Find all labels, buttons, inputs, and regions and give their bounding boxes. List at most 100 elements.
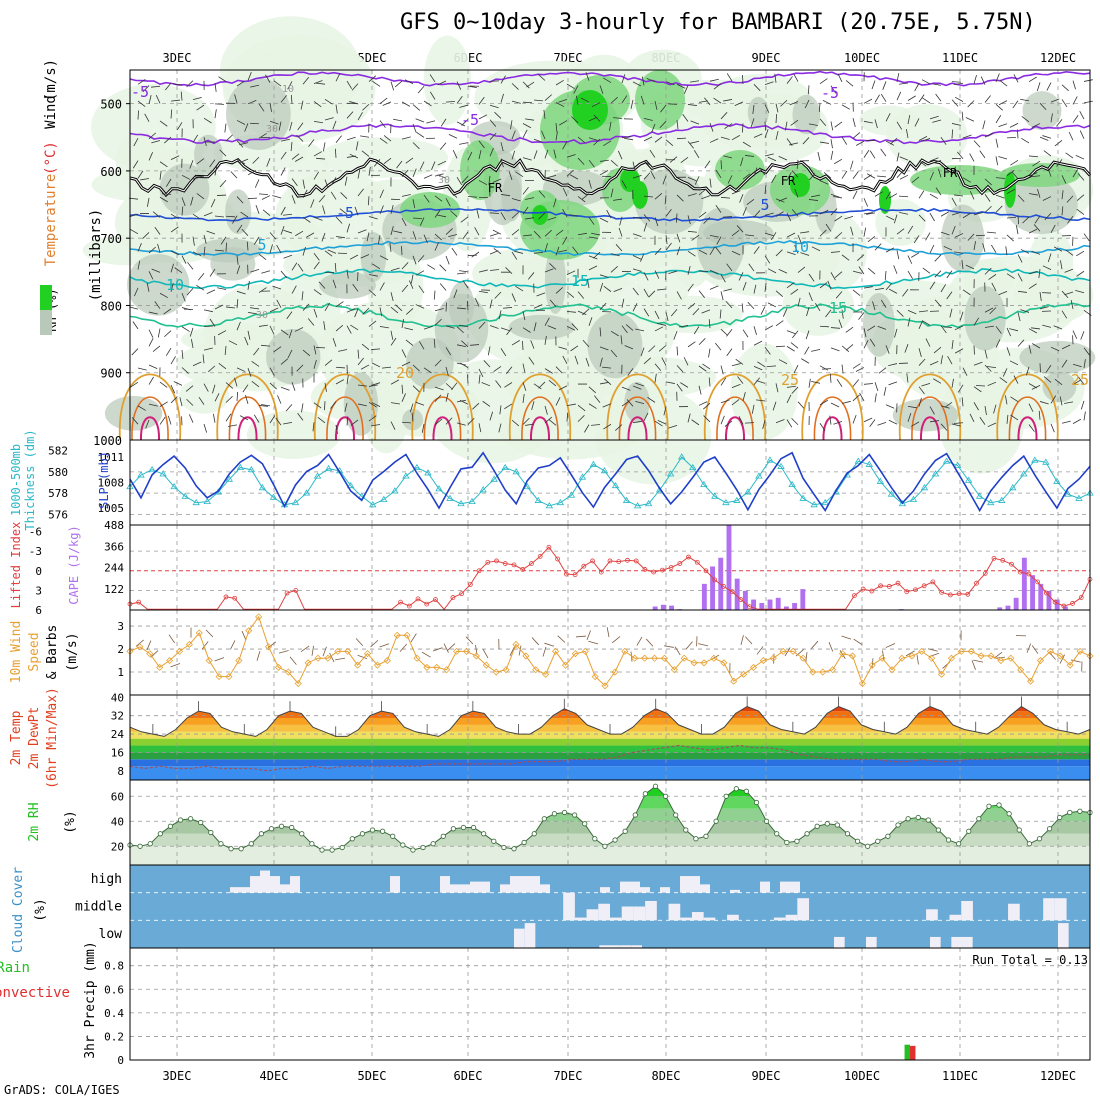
wind-barb: [297, 263, 304, 272]
wind-barb: [571, 116, 579, 124]
wind10m-barb: [355, 638, 364, 646]
wind-barb: [323, 321, 326, 331]
wind-barb: [352, 283, 359, 292]
li-point: [1000, 557, 1006, 563]
wind-barb: [252, 156, 260, 164]
precip-tick-label: 0.8: [104, 960, 124, 973]
wind-barb: [562, 208, 568, 218]
wind-barb: [1020, 98, 1030, 102]
wind-barb: [528, 356, 535, 365]
wind-barb: [262, 209, 271, 216]
wind-barb: [423, 234, 428, 244]
wind10m-point: [591, 673, 599, 681]
temp-contour-25: [899, 373, 961, 441]
wind-barb: [203, 137, 207, 147]
wind-barb: [731, 230, 740, 237]
wind-barb: [362, 307, 370, 315]
wind-barb: [416, 131, 425, 138]
thickness-point: [799, 494, 807, 501]
wind-barb: [1028, 283, 1037, 290]
wind-barb: [1083, 347, 1090, 356]
wind-barb: [591, 232, 601, 236]
thickness-point: [545, 502, 554, 509]
rh2m-point: [713, 818, 719, 824]
wind-barb: [555, 102, 565, 107]
wind-barb: [973, 317, 980, 326]
wind-barb: [676, 346, 679, 356]
wind-barb: [574, 355, 579, 365]
rh2m-point: [359, 831, 366, 837]
thickness-point: [633, 502, 642, 509]
wind-barb: [1056, 119, 1063, 127]
cloud-bar-high: [480, 881, 490, 893]
wind-barb: [280, 358, 289, 365]
wind-barb: [819, 365, 829, 371]
wind-barb: [577, 232, 587, 236]
wind-barb: [236, 391, 239, 401]
wind10m-barb: [256, 651, 261, 661]
wind-barb: [668, 270, 678, 274]
cloud-bar-middle: [949, 914, 962, 921]
wind10m-point: [730, 677, 738, 685]
wind-barb: [890, 137, 898, 145]
wind-barb: [301, 291, 304, 301]
wind-barb: [250, 84, 260, 88]
li-point: [511, 562, 517, 568]
wind-barb: [283, 421, 293, 425]
wind-barb: [668, 425, 678, 429]
wind-barb: [239, 142, 249, 146]
wind-barb: [995, 339, 1001, 348]
cloud-bar-high: [230, 887, 240, 893]
wind-barb: [621, 74, 626, 84]
wind10m-point: [522, 652, 530, 660]
li-point: [651, 569, 657, 575]
wind-barb: [929, 193, 939, 199]
wind-barb: [360, 364, 370, 370]
li-line: [129, 546, 1091, 611]
temp-contour-30: [911, 396, 949, 441]
wind-barb: [767, 268, 777, 274]
wind-barb: [377, 235, 381, 245]
wind-barb: [250, 307, 260, 310]
thickness-point: [733, 496, 741, 503]
wind-barb: [1032, 343, 1041, 349]
wind-barb: [973, 212, 983, 216]
wind10m-barb: [542, 646, 547, 657]
wind-barb: [476, 209, 480, 219]
wind-barb: [278, 121, 282, 131]
wind10m-point: [670, 666, 678, 674]
wind-barb: [775, 383, 779, 393]
wind-barb: [961, 111, 964, 121]
wind-barb: [170, 356, 176, 365]
wind10m-barb: [329, 652, 335, 663]
wind-barb: [940, 137, 947, 145]
wind-barb: [654, 270, 660, 279]
wind10m-barb: [811, 640, 819, 649]
pressure-tick-label: 600: [100, 165, 122, 179]
wind-barb: [750, 118, 755, 127]
wind-barb: [236, 120, 246, 125]
wind-barb: [588, 403, 597, 409]
wind10m-point: [552, 647, 560, 655]
wind-barb: [533, 383, 542, 390]
wind-barb: [753, 326, 757, 336]
wind-barb: [511, 419, 520, 427]
wind-barb: [793, 364, 799, 374]
li-tick-label: 3: [35, 584, 42, 597]
wind-barb: [888, 363, 898, 367]
thickness-point: [358, 492, 366, 499]
wind-barb: [269, 307, 279, 313]
wind-barb: [874, 287, 884, 291]
rh-shade-mid: [747, 96, 769, 128]
wind-barb: [764, 282, 767, 292]
wind-barb: [433, 290, 436, 300]
wind-barb: [819, 282, 828, 289]
wind-barb: [789, 142, 799, 146]
wind-barb: [742, 392, 746, 401]
wind-barb: [318, 281, 326, 289]
wind-barb: [898, 195, 909, 198]
li-point: [1043, 590, 1049, 596]
thickness-point: [380, 495, 388, 502]
wind-barb: [934, 299, 942, 307]
wind-barb: [558, 346, 568, 350]
